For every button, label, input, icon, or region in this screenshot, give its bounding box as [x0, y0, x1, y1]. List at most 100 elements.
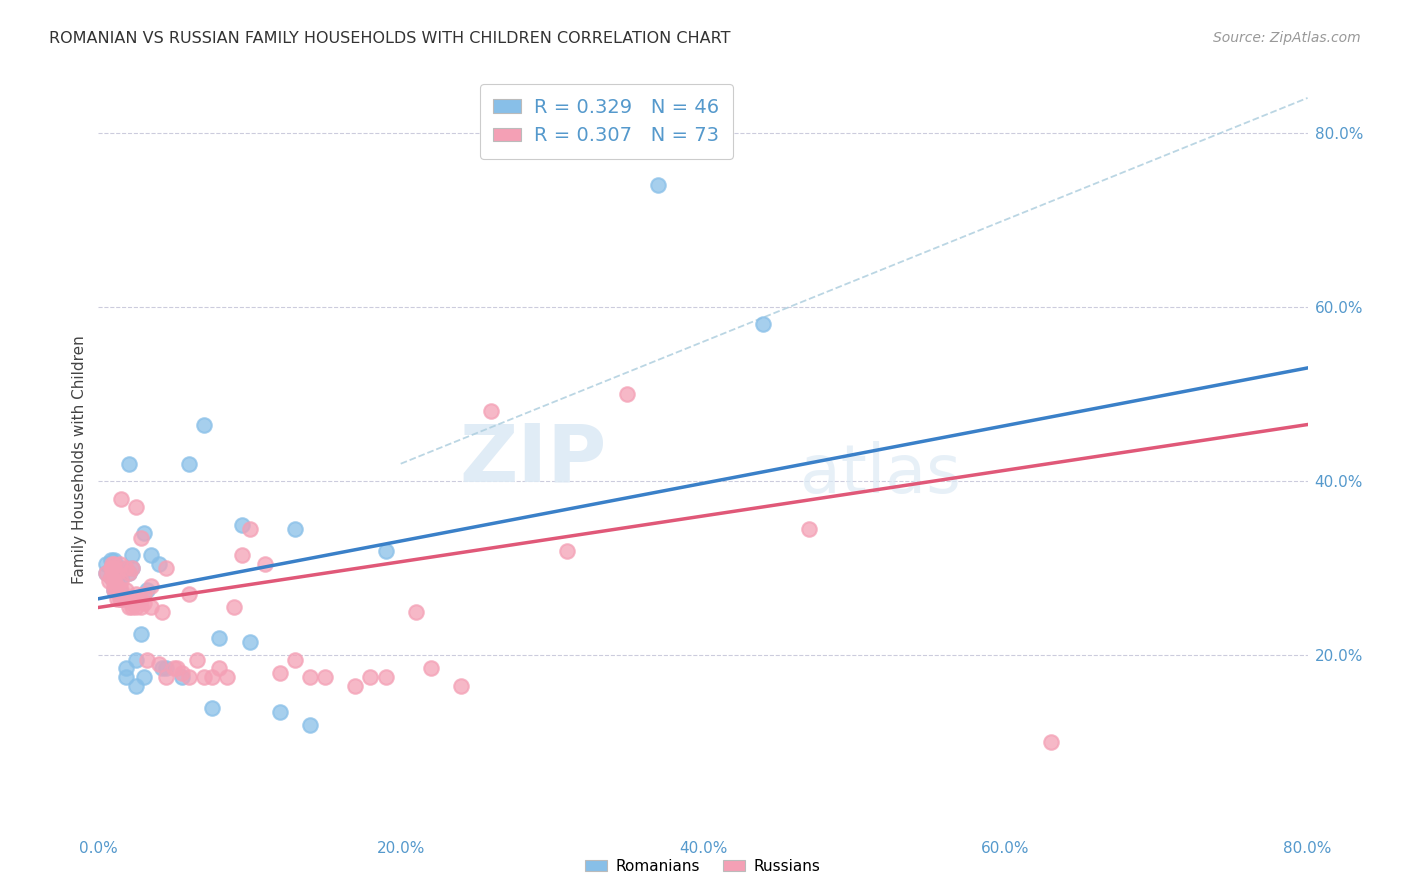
- Point: [103, 574, 125, 589]
- Point: [193, 417, 215, 432]
- Point: [135, 582, 157, 597]
- Point: [125, 587, 148, 601]
- Point: [405, 605, 427, 619]
- Point: [132, 587, 155, 601]
- Point: [148, 557, 170, 571]
- Point: [360, 670, 382, 684]
- Point: [155, 661, 177, 675]
- Point: [193, 670, 215, 684]
- Point: [100, 570, 122, 584]
- Point: [239, 635, 262, 649]
- Legend: Romanians, Russians: Romanians, Russians: [579, 853, 827, 880]
- Point: [148, 657, 170, 671]
- Point: [374, 544, 396, 558]
- Point: [103, 566, 125, 580]
- Point: [201, 700, 224, 714]
- Point: [201, 670, 224, 684]
- Point: [103, 574, 125, 589]
- Point: [101, 561, 124, 575]
- Point: [118, 566, 141, 580]
- Point: [215, 670, 238, 684]
- Point: [132, 526, 155, 541]
- Point: [100, 552, 122, 566]
- Point: [121, 600, 143, 615]
- Point: [98, 574, 121, 589]
- Point: [224, 600, 246, 615]
- Point: [114, 661, 136, 675]
- Point: [105, 561, 128, 575]
- Point: [170, 665, 193, 680]
- Point: [108, 591, 131, 606]
- Point: [141, 600, 163, 615]
- Point: [94, 566, 117, 580]
- Point: [179, 670, 201, 684]
- Point: [299, 718, 322, 732]
- Point: [110, 574, 132, 589]
- Point: [103, 582, 125, 597]
- Point: [110, 591, 132, 606]
- Point: [121, 548, 143, 562]
- Point: [103, 582, 125, 597]
- Text: Source: ZipAtlas.com: Source: ZipAtlas.com: [1213, 31, 1361, 45]
- Legend: R = 0.329   N = 46, R = 0.307   N = 73: R = 0.329 N = 46, R = 0.307 N = 73: [479, 84, 733, 159]
- Point: [110, 570, 132, 584]
- Point: [179, 457, 201, 471]
- Point: [118, 600, 141, 615]
- Point: [105, 574, 128, 589]
- Point: [314, 670, 336, 684]
- Point: [797, 522, 820, 536]
- Point: [125, 600, 148, 615]
- Point: [103, 561, 125, 575]
- Point: [103, 552, 125, 566]
- Point: [125, 653, 148, 667]
- Point: [110, 491, 132, 506]
- Point: [100, 561, 122, 575]
- Point: [231, 548, 253, 562]
- Point: [114, 670, 136, 684]
- Point: [752, 318, 775, 332]
- Point: [121, 561, 143, 575]
- Point: [135, 653, 157, 667]
- Text: ZIP: ZIP: [458, 420, 606, 499]
- Point: [118, 457, 141, 471]
- Point: [150, 605, 173, 619]
- Point: [141, 579, 163, 593]
- Point: [105, 566, 128, 580]
- Point: [108, 557, 131, 571]
- Point: [94, 566, 117, 580]
- Point: [299, 670, 322, 684]
- Point: [132, 596, 155, 610]
- Point: [129, 531, 152, 545]
- Point: [141, 548, 163, 562]
- Point: [239, 522, 262, 536]
- Point: [208, 661, 231, 675]
- Point: [179, 587, 201, 601]
- Point: [121, 596, 143, 610]
- Point: [114, 582, 136, 597]
- Point: [253, 557, 276, 571]
- Point: [269, 665, 291, 680]
- Point: [118, 566, 141, 580]
- Point: [208, 631, 231, 645]
- Point: [105, 579, 128, 593]
- Point: [103, 579, 125, 593]
- Y-axis label: Family Households with Children: Family Households with Children: [72, 335, 87, 583]
- Point: [103, 557, 125, 571]
- Point: [450, 679, 472, 693]
- Point: [110, 582, 132, 597]
- Point: [186, 653, 208, 667]
- Point: [105, 570, 128, 584]
- Point: [616, 387, 638, 401]
- Point: [110, 561, 132, 575]
- Text: ROMANIAN VS RUSSIAN FAMILY HOUSEHOLDS WITH CHILDREN CORRELATION CHART: ROMANIAN VS RUSSIAN FAMILY HOUSEHOLDS WI…: [49, 31, 731, 46]
- Point: [129, 626, 152, 640]
- Text: atlas: atlas: [800, 442, 960, 508]
- Point: [94, 557, 117, 571]
- Point: [105, 591, 128, 606]
- Point: [555, 544, 578, 558]
- Point: [166, 661, 188, 675]
- Point: [150, 661, 173, 675]
- Point: [344, 679, 367, 693]
- Point: [420, 661, 443, 675]
- Point: [100, 561, 122, 575]
